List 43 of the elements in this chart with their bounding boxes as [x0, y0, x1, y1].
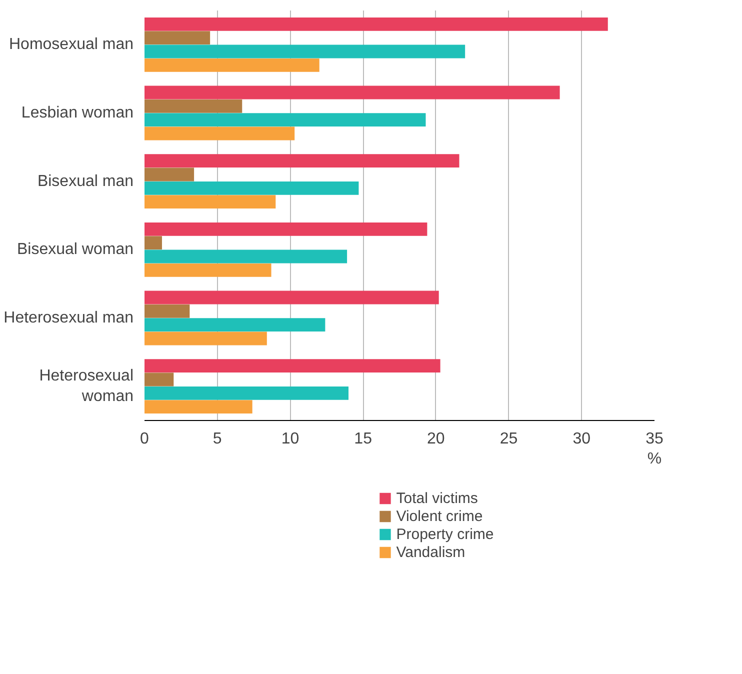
legend-label: Total victims [396, 489, 478, 507]
y-tick-label: Heterosexual woman [39, 368, 134, 406]
y-tick-label: Bisexual woman [17, 241, 134, 258]
bar [144, 99, 242, 113]
bar [144, 195, 276, 209]
bar [144, 400, 252, 414]
legend-label: Vandalism [396, 543, 466, 561]
x-tick-label: 15 [354, 430, 372, 448]
x-tick-label: 0 [140, 430, 150, 448]
x-tick-label: 35 [646, 430, 664, 448]
bar [144, 17, 608, 31]
y-tick-label: Homosexual man [9, 36, 134, 54]
bar [144, 44, 466, 58]
bar [144, 332, 267, 346]
x-axis-title: % [647, 450, 662, 468]
x-tick-label: 20 [427, 430, 445, 448]
legend-label: Violent crime [396, 507, 483, 525]
bar [144, 304, 190, 318]
bar [144, 126, 295, 140]
bar [144, 359, 440, 373]
x-tick-label: 5 [212, 430, 222, 448]
bar [144, 181, 359, 195]
y-tick-label: Heterosexual man [4, 310, 134, 326]
y-tick-label: Lesbian woman [21, 104, 134, 122]
bar [144, 31, 210, 45]
bar [144, 250, 348, 264]
bar [144, 372, 174, 386]
x-tick-label: 10 [281, 430, 300, 448]
bar [144, 222, 428, 236]
bar [144, 86, 560, 100]
legend-label: Property crime [396, 525, 494, 543]
x-tick-label: 25 [500, 430, 518, 448]
x-tick-label: 30 [572, 430, 591, 448]
bar [144, 386, 348, 400]
bar [144, 290, 439, 304]
bar [144, 113, 426, 127]
bar [144, 236, 162, 250]
bar [144, 168, 194, 182]
bar [144, 263, 272, 277]
bar [144, 154, 460, 168]
bar [144, 58, 320, 72]
bar [144, 318, 326, 332]
y-tick-label: Bisexual man [37, 172, 134, 190]
